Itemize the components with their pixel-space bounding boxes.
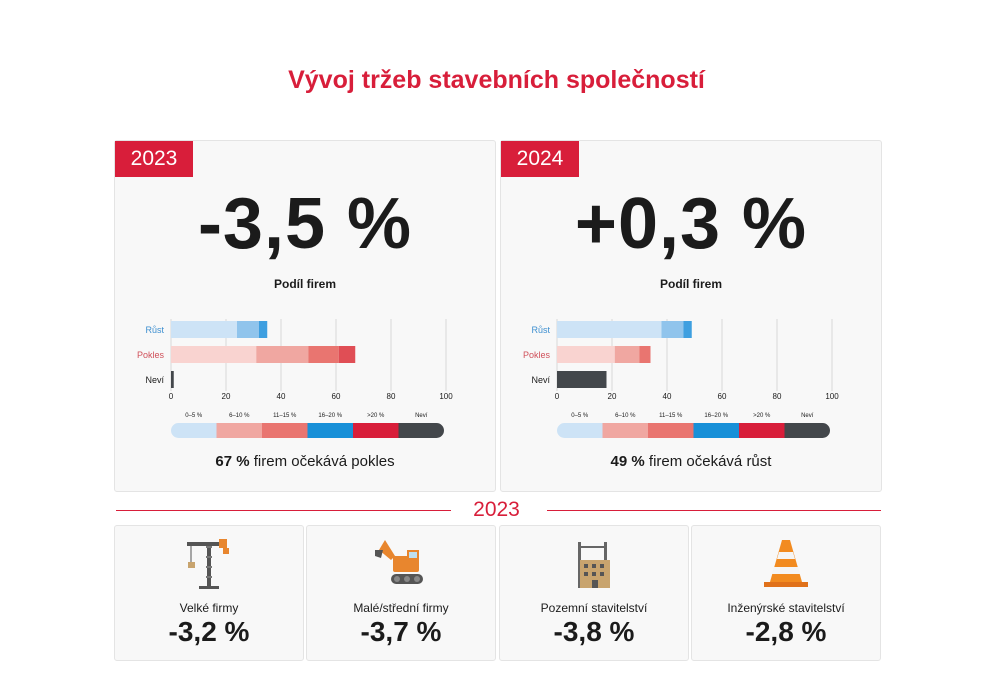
x-tick-label: 20 <box>222 392 231 401</box>
footer-text: 49 % firem očekává růst <box>501 453 881 470</box>
bar-segment <box>661 321 684 338</box>
scale-label: >20 % <box>367 413 385 419</box>
x-tick-label: 100 <box>439 392 453 401</box>
share-chart-svg: 0 20 40 60 80 100 Růst Pokles Neví 0–5 % 6–10 % 11–… <box>137 319 453 438</box>
x-tick-label: 80 <box>773 392 782 401</box>
category-label: Růst <box>531 325 550 335</box>
segment-value: -3,8 % <box>553 616 635 647</box>
scale-segment <box>398 423 444 438</box>
scale-label: 16–20 % <box>704 413 728 419</box>
bar-segment <box>614 346 640 363</box>
scale-segment <box>693 423 740 438</box>
bar-segment <box>171 346 257 363</box>
page-title: Vývoj tržeb stavebních společností <box>288 66 705 94</box>
section-year: 2023 <box>473 498 520 521</box>
segment-label: Inženýrské stavitelství <box>727 601 845 615</box>
segment-card-small-medium-firms: Malé/střední firmy -3,7 % <box>306 525 496 661</box>
crane-icon <box>187 539 229 589</box>
bar-segment <box>557 321 662 338</box>
footer-percent: 49 % <box>610 453 645 470</box>
scale-label: Neví <box>801 413 814 419</box>
x-tick-label: 20 <box>608 392 617 401</box>
divider-left <box>116 510 451 511</box>
x-tick-label: 80 <box>387 392 396 401</box>
x-tick-label: 0 <box>555 392 560 401</box>
scale-segment <box>739 423 785 438</box>
share-label: Podíl firem <box>659 277 722 291</box>
bar-segment <box>639 346 651 363</box>
segment-label: Malé/střední firmy <box>353 601 449 615</box>
scale-segment <box>784 423 830 438</box>
traffic-cone-icon <box>764 540 808 587</box>
bar-segment <box>557 346 615 363</box>
segment-value: -2,8 % <box>745 616 827 647</box>
segment-card-building-construction: Pozemní stavitelství -3,8 % <box>499 525 689 661</box>
segment-label: Velké firmy <box>179 601 239 615</box>
category-label: Pokles <box>137 350 165 360</box>
scale-bar <box>171 423 444 438</box>
scale-label: 11–15 % <box>273 413 297 419</box>
segment-value: -3,2 % <box>168 616 250 647</box>
x-tick-label: 60 <box>718 392 727 401</box>
scale-label: 6–10 % <box>615 413 636 419</box>
x-tick-label: 40 <box>663 392 672 401</box>
x-tick-label: 0 <box>169 392 174 401</box>
x-tick-label: 100 <box>825 392 839 401</box>
footer-percent: 67 % <box>215 453 250 470</box>
scale-segment <box>262 423 308 438</box>
year-tag: 2023 <box>115 141 193 177</box>
share-chart-svg: 0 20 40 60 80 100 Růst Pokles Neví 0–5 % 6–10 % 11–… <box>523 319 839 438</box>
bar-segment <box>171 321 237 338</box>
scale-label: 0–5 % <box>185 413 203 419</box>
scale-segment <box>171 423 217 438</box>
scale-segment <box>307 423 354 438</box>
scale-label: 16–20 % <box>318 413 342 419</box>
year-tag: 2024 <box>501 141 579 177</box>
scale-label: 11–15 % <box>659 413 683 419</box>
segment-card-large-firms: Velké firmy -3,2 % <box>114 525 304 661</box>
segment-card-civil-engineering: Inženýrské stavitelství -2,8 % <box>691 525 881 661</box>
bar-segment <box>338 346 356 363</box>
bar-segment <box>171 371 174 388</box>
x-tick-label: 40 <box>277 392 286 401</box>
bar-segment <box>259 321 268 338</box>
bar-segment <box>308 346 339 363</box>
bar-segment <box>256 346 309 363</box>
category-label: Neví <box>531 375 550 385</box>
scale-label: >20 % <box>753 413 771 419</box>
forecast-card-2024: 2024 +0,3 % Podíl firem 0 20 40 60 80 100 Růst… <box>500 140 882 492</box>
bar-segment <box>557 371 607 388</box>
building-icon <box>578 542 610 588</box>
footer-text: 67 % firem očekává pokles <box>115 453 495 470</box>
footer-caption: firem očekává pokles <box>249 453 395 470</box>
bar-segment <box>683 321 692 338</box>
category-label: Růst <box>145 325 164 335</box>
scale-label: 0–5 % <box>571 413 589 419</box>
x-tick-label: 60 <box>332 392 341 401</box>
scale-segment <box>648 423 694 438</box>
revenue-change-value: -3,5 % <box>197 184 413 264</box>
scale-label: Neví <box>415 413 428 419</box>
footer-caption: firem očekává růst <box>644 453 772 470</box>
category-label: Pokles <box>523 350 551 360</box>
scale-bar <box>557 423 830 438</box>
scale-segment <box>353 423 399 438</box>
share-chart: 0 20 40 60 80 100 Růst Pokles Neví 0–5 % 6–10 % 11–… <box>501 311 881 441</box>
scale-label: 6–10 % <box>229 413 250 419</box>
divider-right <box>547 510 881 511</box>
segment-label: Pozemní stavitelství <box>540 601 648 615</box>
forecast-card-2023: 2023 -3,5 % Podíl firem 0 20 40 60 80 100 Růst… <box>114 140 496 492</box>
scale-segment <box>216 423 263 438</box>
excavator-icon <box>375 540 423 584</box>
revenue-change-value: +0,3 % <box>574 184 808 264</box>
scale-segment <box>557 423 603 438</box>
share-label: Podíl firem <box>273 277 336 291</box>
scale-segment <box>602 423 649 438</box>
category-label: Neví <box>145 375 164 385</box>
segment-value: -3,7 % <box>360 616 442 647</box>
share-chart: 0 20 40 60 80 100 Růst Pokles Neví 0–5 % 6–10 % 11–… <box>115 311 495 441</box>
bar-segment <box>237 321 259 338</box>
